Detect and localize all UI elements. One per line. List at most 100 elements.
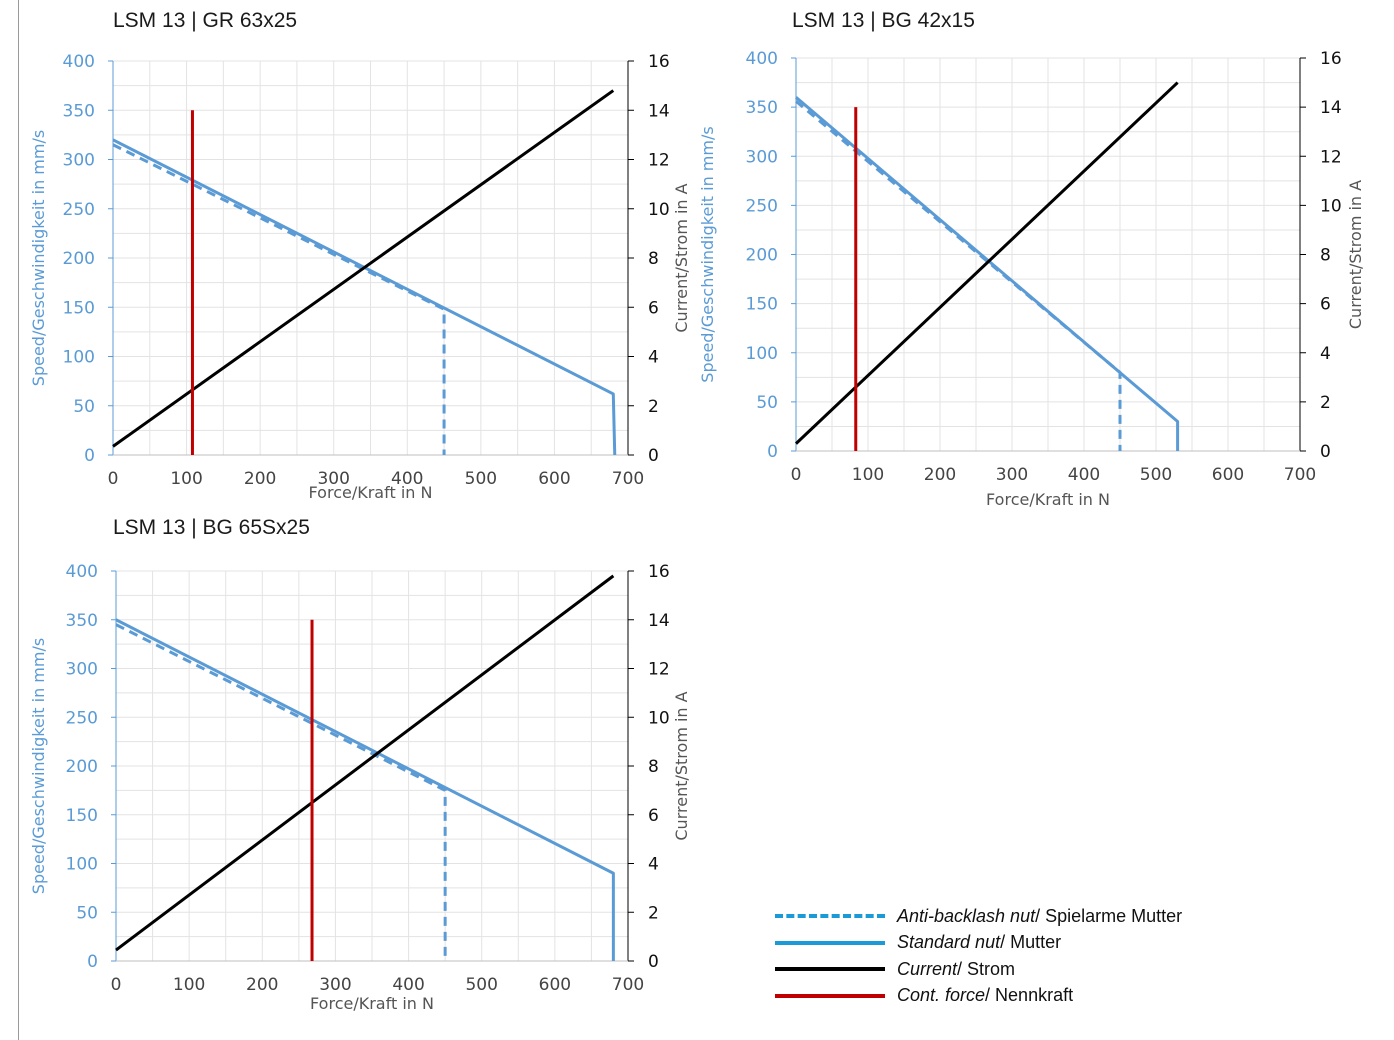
y-axis-label: Speed/Geschwindigkeit in mm/s bbox=[29, 638, 48, 894]
x-tick-label: 0 bbox=[111, 975, 122, 995]
y-tick-label: 250 bbox=[63, 200, 95, 220]
legend-label: Current/ Strom bbox=[897, 958, 1016, 979]
x-tick-label: 200 bbox=[244, 469, 276, 489]
y2-tick-label: 10 bbox=[648, 708, 670, 728]
x-tick-label: 100 bbox=[852, 465, 884, 485]
chart-2: 0 50 100 150 200 250 300 350 400 0 2 4 6 8 10 12 14 16 0 10… bbox=[698, 49, 1365, 509]
y2-tick-label: 6 bbox=[648, 806, 659, 826]
y2-tick-label: 4 bbox=[1320, 344, 1331, 364]
series-line-anti-backlash bbox=[112, 143, 446, 455]
y2-tick-label: 14 bbox=[648, 611, 670, 631]
x-tick-label: 700 bbox=[612, 469, 644, 489]
y-tick-label: 400 bbox=[66, 562, 98, 582]
y2-tick-label: 2 bbox=[1320, 393, 1331, 413]
legend-swatch-dashed-blue bbox=[775, 914, 885, 919]
y-tick-label: 50 bbox=[73, 397, 95, 417]
y2-tick-label: 14 bbox=[648, 101, 670, 121]
legend-item-cont-force: Cont. force/ Nennkraft bbox=[775, 983, 1182, 1010]
x-tick-label: 500 bbox=[465, 975, 497, 995]
y-axis-label: Speed/Geschwindigkeit in mm/s bbox=[698, 126, 717, 382]
y-tick-label: 0 bbox=[87, 952, 98, 972]
y-axis-label: Speed/Geschwindigkeit in mm/s bbox=[29, 130, 48, 386]
x-tick-label: 300 bbox=[319, 975, 351, 995]
series-line-standard bbox=[112, 138, 617, 456]
x-tick-label: 300 bbox=[996, 465, 1028, 485]
y2-tick-label: 0 bbox=[1320, 442, 1331, 462]
legend-item-current: Current/ Strom bbox=[775, 956, 1182, 983]
y2-tick-label: 0 bbox=[648, 446, 659, 466]
y-tick-label: 200 bbox=[746, 246, 778, 266]
x-tick-label: 700 bbox=[1284, 465, 1316, 485]
series-line-current bbox=[112, 89, 615, 448]
y-tick-label: 200 bbox=[66, 757, 98, 777]
y2-tick-label: 16 bbox=[648, 52, 670, 72]
y-tick-label: 50 bbox=[76, 903, 98, 923]
y-tick-label: 100 bbox=[746, 344, 778, 364]
series-line-current bbox=[115, 574, 615, 952]
y2-tick-label: 10 bbox=[1320, 196, 1342, 216]
y2-tick-label: 12 bbox=[1320, 147, 1342, 167]
y2-tick-label: 10 bbox=[648, 200, 670, 220]
legend-item-standard-nut: Standard nut/ Mutter bbox=[775, 930, 1182, 957]
y-tick-label: 250 bbox=[746, 196, 778, 216]
series-line-anti-backlash bbox=[115, 623, 447, 961]
y-tick-label: 350 bbox=[66, 611, 98, 631]
y2-tick-label: 12 bbox=[648, 151, 670, 171]
x-tick-label: 400 bbox=[391, 469, 423, 489]
legend: Anti-backlash nut/ Spielarme Mutter Stan… bbox=[775, 903, 1182, 1009]
x-axis-label: Force/Kraft in N bbox=[309, 483, 433, 502]
x-tick-label: 600 bbox=[538, 469, 570, 489]
series-line-anti-backlash bbox=[795, 100, 1122, 451]
y2-tick-label: 14 bbox=[1320, 98, 1342, 118]
y2-tick-label: 16 bbox=[1320, 49, 1342, 69]
y-tick-label: 100 bbox=[66, 855, 98, 875]
y2-tick-label: 6 bbox=[1320, 295, 1331, 315]
y-tick-label: 250 bbox=[66, 708, 98, 728]
x-tick-label: 600 bbox=[539, 975, 571, 995]
chart-3: 0 50 100 150 200 250 300 350 400 0 2 4 6 8 10 12 14 16 0 10… bbox=[29, 562, 691, 1013]
y-tick-label: 150 bbox=[746, 295, 778, 315]
x-tick-label: 100 bbox=[173, 975, 205, 995]
x-tick-label: 300 bbox=[317, 469, 349, 489]
legend-swatch-red bbox=[775, 993, 885, 998]
y2-tick-label: 4 bbox=[648, 348, 659, 368]
y2-tick-label: 8 bbox=[1320, 246, 1331, 266]
chart-2-title: LSM 13 | BG 42x15 bbox=[792, 9, 975, 32]
x-tick-label: 600 bbox=[1212, 465, 1244, 485]
y-tick-label: 300 bbox=[63, 151, 95, 171]
x-axis-label: Force/Kraft in N bbox=[986, 490, 1110, 509]
series-line-standard bbox=[115, 618, 615, 961]
y2-tick-label: 6 bbox=[648, 298, 659, 318]
series-line-standard bbox=[795, 96, 1180, 451]
legend-swatch-black bbox=[775, 967, 885, 972]
y2-axis-label: Current/Strom in A bbox=[672, 183, 691, 332]
y2-tick-label: 2 bbox=[648, 397, 659, 417]
y-tick-label: 100 bbox=[63, 348, 95, 368]
x-tick-label: 400 bbox=[392, 975, 424, 995]
chart-3-title: LSM 13 | BG 65Sx25 bbox=[113, 516, 310, 539]
chart-1: 0 50 100 150 200 250 300 350 400 0 2 4 6 8 10 12 14 16 0 10… bbox=[29, 52, 691, 502]
x-axis-label: Force/Kraft in N bbox=[310, 994, 434, 1013]
series-line-current bbox=[794, 81, 1179, 445]
x-tick-label: 0 bbox=[108, 469, 119, 489]
y-tick-label: 0 bbox=[767, 442, 778, 462]
y2-tick-label: 8 bbox=[648, 757, 659, 777]
y-tick-label: 400 bbox=[63, 52, 95, 72]
chart-1-title: LSM 13 | GR 63x25 bbox=[113, 9, 298, 32]
x-tick-label: 500 bbox=[1140, 465, 1172, 485]
x-tick-label: 0 bbox=[791, 465, 802, 485]
y2-tick-label: 8 bbox=[648, 249, 659, 269]
legend-item-anti-backlash: Anti-backlash nut/ Spielarme Mutter bbox=[775, 903, 1182, 930]
y-tick-label: 300 bbox=[66, 660, 98, 680]
y2-axis-label: Current/Strom in A bbox=[672, 691, 691, 840]
x-tick-label: 500 bbox=[465, 469, 497, 489]
legend-label: Cont. force/ Nennkraft bbox=[897, 985, 1074, 1006]
legend-label: Anti-backlash nut/ Spielarme Mutter bbox=[897, 905, 1183, 926]
x-tick-label: 400 bbox=[1068, 465, 1100, 485]
x-tick-label: 200 bbox=[246, 975, 278, 995]
y-tick-label: 150 bbox=[66, 806, 98, 826]
y2-tick-label: 2 bbox=[648, 903, 659, 923]
y-tick-label: 0 bbox=[84, 446, 95, 466]
y-tick-label: 150 bbox=[63, 298, 95, 318]
y-tick-label: 350 bbox=[63, 101, 95, 121]
